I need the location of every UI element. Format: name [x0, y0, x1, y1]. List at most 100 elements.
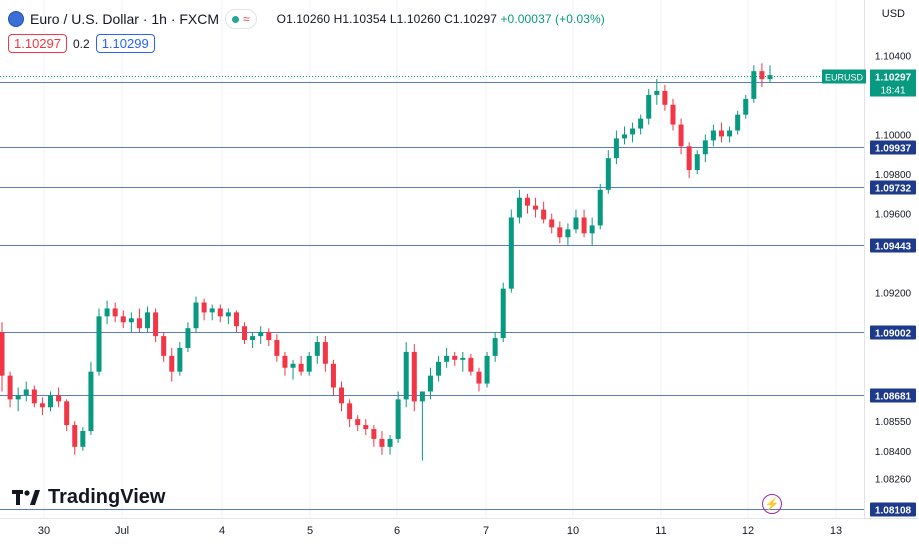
chart-header: Euro / U.S. Dollar · 1h · FXCM ≈ O1.1026…	[8, 9, 605, 29]
candle-body	[395, 399, 401, 439]
level-label: 1.09002	[875, 329, 912, 340]
candle	[694, 150, 700, 174]
candle-body	[0, 332, 5, 376]
candle	[500, 282, 506, 343]
candle	[7, 371, 13, 408]
price-tick-label: 1.08400	[875, 447, 912, 458]
candle	[330, 359, 336, 396]
candle	[686, 142, 692, 178]
candle	[524, 193, 530, 214]
candle-body	[217, 308, 223, 317]
candle-body	[452, 355, 458, 360]
candle-body	[39, 403, 45, 408]
candle	[403, 342, 409, 408]
candle-body	[185, 328, 191, 348]
candle	[735, 110, 741, 135]
candle	[678, 118, 684, 155]
candle-body	[638, 118, 644, 129]
candle	[282, 351, 288, 376]
candle-body	[250, 336, 256, 341]
candle-body	[47, 395, 54, 408]
candle-body	[686, 146, 692, 171]
status-pill[interactable]: ≈	[225, 9, 257, 29]
candle-body	[88, 371, 94, 432]
candle	[225, 308, 231, 325]
market-open-icon	[232, 15, 240, 23]
symbol-title[interactable]: Euro / U.S. Dollar · 1h · FXCM	[30, 11, 220, 27]
candle	[217, 304, 223, 323]
candle-body	[201, 302, 207, 313]
candle-body	[306, 355, 312, 372]
candle-body	[258, 332, 264, 337]
level-tag	[870, 140, 916, 155]
candle	[759, 63, 765, 87]
candle	[419, 391, 425, 461]
horizontal-levels[interactable]	[0, 82, 864, 510]
trade-panel: 1.10297 0.2 1.10299	[8, 34, 155, 53]
candle-body	[298, 363, 304, 372]
candle	[298, 355, 304, 376]
candle-body	[484, 355, 490, 384]
candle-body	[444, 355, 450, 362]
price-tick-label: 1.09600	[875, 210, 912, 221]
tradingview-mark-icon	[12, 489, 40, 505]
candle-body	[524, 197, 530, 206]
sell-button[interactable]: 1.10297	[8, 34, 67, 53]
spread-value: 0.2	[73, 36, 90, 51]
candle	[573, 209, 579, 234]
candle-body	[153, 312, 159, 337]
candle	[484, 351, 490, 388]
candle-body	[533, 205, 539, 210]
candle-body	[654, 90, 660, 95]
candle-body	[419, 391, 425, 402]
candle-body	[694, 154, 700, 171]
level-label: 1.09732	[875, 184, 912, 195]
candle	[153, 308, 159, 343]
candle	[347, 399, 353, 428]
candle-body	[274, 340, 280, 356]
candle-body	[565, 229, 571, 238]
time-tick-label: 12	[742, 525, 754, 537]
candle-body	[56, 395, 62, 402]
candle	[371, 425, 377, 447]
candle-body	[339, 387, 345, 404]
candle-body	[177, 347, 183, 372]
candle-body	[112, 308, 118, 317]
candle	[233, 310, 239, 333]
candle	[145, 306, 151, 333]
candle	[444, 347, 450, 368]
candle-body	[379, 438, 385, 447]
candle	[549, 213, 555, 234]
logo-text: TradingView	[48, 486, 166, 508]
level-tag	[870, 325, 916, 340]
candle-body	[15, 395, 21, 400]
lightning-icon[interactable]: ⚡	[762, 494, 782, 514]
candle	[630, 122, 636, 143]
candle	[64, 399, 70, 432]
last-price-label: 1.10297	[875, 73, 912, 84]
currency-label[interactable]: USD	[882, 8, 905, 20]
candle-body	[743, 98, 749, 115]
time-axis[interactable]: 30 Jul 4 5 6 7 10 11 12 13	[38, 525, 842, 537]
grid	[43, 0, 837, 518]
candle	[460, 351, 466, 372]
candle-body	[266, 332, 272, 341]
candle-body	[161, 336, 167, 356]
candles	[0, 63, 773, 461]
candle-body	[290, 363, 296, 368]
candle-body	[549, 219, 555, 228]
candle	[411, 344, 417, 412]
currency-text: USD	[881, 8, 905, 20]
buy-button[interactable]: 1.10299	[95, 34, 155, 53]
tradingview-logo[interactable]: TradingView	[12, 486, 165, 509]
candle-body	[7, 375, 13, 400]
change-text: +0.00037 (+0.03%)	[500, 12, 605, 26]
price-axis[interactable]: 1.10400 1.10000 1.09800 1.09600 1.09200 1.085…	[875, 51, 912, 485]
candle-body	[233, 312, 239, 327]
candle-body	[767, 75, 773, 80]
candle-body	[436, 361, 442, 376]
candle	[322, 336, 328, 372]
candle	[104, 300, 110, 325]
